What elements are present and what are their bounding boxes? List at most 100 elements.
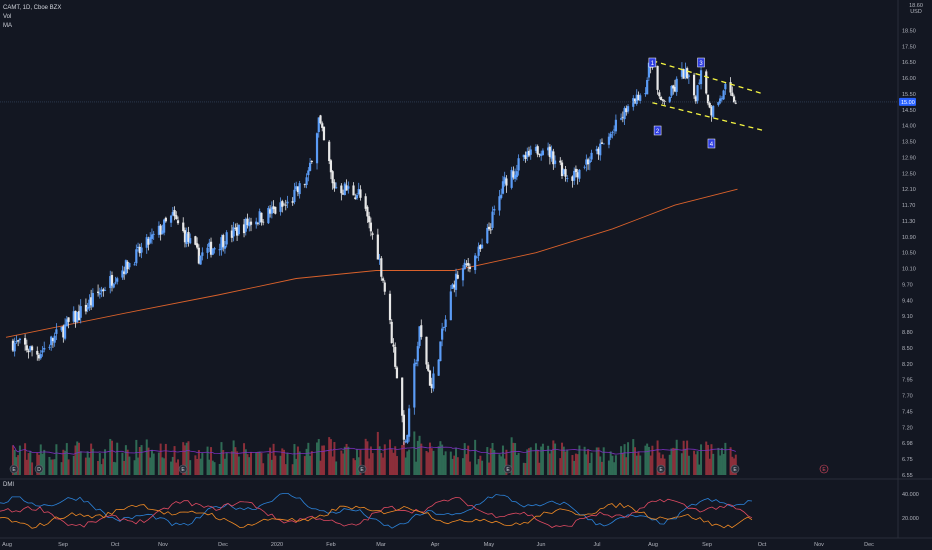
chart-legend: CAMT, 1D, Cboe BZX Vol MA: [3, 4, 61, 31]
symbol-title[interactable]: CAMT, 1D, Cboe BZX: [3, 5, 62, 11]
time-tick-label: 2020: [271, 542, 283, 548]
volume-legend[interactable]: Vol: [3, 14, 12, 20]
wave-label-1[interactable]: 1: [648, 57, 657, 68]
volume-bar: [62, 449, 65, 475]
volume-pane: [11, 431, 737, 475]
wave-label-3[interactable]: 3: [697, 57, 705, 68]
volume-bar: [72, 455, 75, 475]
price-tick-label: 6.75: [902, 457, 913, 463]
volume-bar: [284, 464, 287, 475]
volume-bar: [355, 448, 358, 475]
candle-body: [307, 170, 310, 176]
candle-body: [246, 218, 249, 226]
volume-bar: [706, 444, 709, 475]
price-axis-currency: USD: [910, 9, 922, 15]
volume-bar: [658, 452, 661, 475]
wave-label-box: [707, 138, 716, 149]
candle-body: [149, 237, 152, 243]
trendline[interactable]: [652, 60, 764, 95]
volume-bar: [529, 447, 532, 475]
volume-bar: [91, 448, 94, 475]
candle-body: [454, 273, 458, 290]
time-axis[interactable]: Aug Sep Oct Nov Dec 2020 Feb Mar Apr May Jun Jul Aug…: [2, 542, 874, 548]
candle-body: [451, 284, 454, 289]
candle-body: [684, 69, 687, 77]
volume-bar: [656, 440, 659, 475]
event-marker[interactable]: E: [9, 464, 19, 474]
candle-body: [355, 194, 359, 199]
time-tick-label: Apr: [431, 542, 440, 548]
volume-bar: [281, 448, 284, 475]
candle-body: [732, 96, 736, 103]
candle-body: [717, 102, 720, 106]
event-marker[interactable]: E: [819, 464, 829, 474]
wave-label-2[interactable]: 2: [653, 125, 662, 136]
candle-body: [675, 78, 678, 92]
volume-bar: [104, 449, 107, 475]
event-marker[interactable]: E: [656, 464, 666, 474]
volume-bar: [60, 462, 63, 475]
event-marker[interactable]: E: [178, 464, 188, 474]
volume-bar: [651, 445, 654, 475]
volume-bar: [74, 445, 77, 475]
candle-body: [135, 249, 138, 264]
volume-bar: [491, 442, 494, 475]
volume-bar: [700, 444, 703, 475]
volume-bar: [114, 462, 117, 475]
wave-label-box: [648, 57, 657, 68]
wave-labels[interactable]: 1 2 3 4: [648, 57, 716, 149]
event-marker[interactable]: D: [34, 464, 44, 474]
moving-average: [5, 188, 738, 338]
dmi-legend[interactable]: DMI: [3, 482, 14, 488]
candle-body: [510, 169, 513, 188]
candle-body: [607, 136, 611, 145]
event-marker[interactable]: E: [730, 464, 740, 474]
volume-bar: [340, 450, 343, 475]
candle-body: [50, 336, 53, 346]
wave-label-4[interactable]: 4: [707, 138, 716, 149]
volume-bar: [637, 452, 640, 475]
dmi-axis[interactable]: 40.000 20.000: [902, 492, 919, 522]
ma-line: [5, 188, 738, 338]
trendlines[interactable]: [652, 60, 764, 132]
candle-body: [489, 229, 492, 231]
ma-legend[interactable]: MA: [3, 23, 12, 29]
candle-body: [274, 206, 277, 214]
volume-bar: [267, 453, 270, 475]
volume-bar: [218, 463, 221, 475]
price-tick-label: 11.30: [902, 219, 915, 225]
trendline[interactable]: [652, 102, 764, 132]
candle-body: [651, 66, 654, 68]
volume-bar: [331, 456, 334, 475]
volume-bar: [670, 448, 673, 475]
volume-bar: [613, 462, 616, 475]
time-tick-label: Sep: [58, 542, 68, 548]
volume-bar: [614, 455, 617, 475]
volume-bar: [585, 454, 588, 475]
event-marker[interactable]: E: [503, 464, 513, 474]
time-tick-label: Oct: [758, 542, 767, 548]
volume-bar: [413, 431, 416, 475]
candle-body: [147, 238, 150, 245]
candle-body: [486, 227, 489, 244]
event-marker-circle: [819, 464, 829, 474]
candle-body: [24, 338, 27, 345]
event-marker[interactable]: E: [357, 464, 367, 474]
candle-body: [185, 233, 188, 244]
volume-bar: [27, 453, 30, 475]
volume-bar: [322, 445, 325, 475]
candle-body: [639, 95, 642, 101]
candle-body: [331, 171, 334, 184]
volume-bar: [401, 445, 404, 475]
candle-body: [197, 247, 200, 264]
volume-bar: [717, 447, 720, 475]
volume-bar: [395, 456, 398, 475]
volume-bar: [65, 443, 68, 475]
volume-bar: [573, 460, 576, 475]
candle-body: [380, 258, 383, 277]
volume-bar: [376, 431, 379, 475]
volume-bar: [649, 455, 652, 475]
